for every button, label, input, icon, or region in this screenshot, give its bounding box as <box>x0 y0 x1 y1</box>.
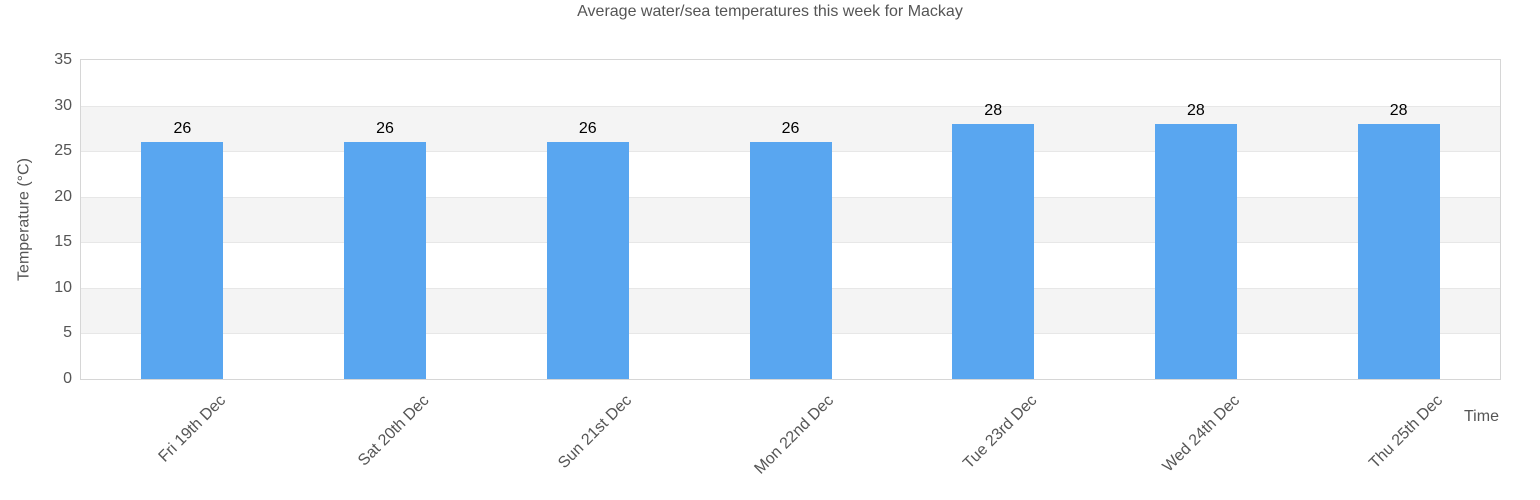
bar-thu-25th-dec <box>1357 123 1440 379</box>
bar-value-label: 26 <box>578 120 597 138</box>
x-tick-label: Thu 25th Dec <box>1365 392 1446 472</box>
chart-title: Average water/sea temperatures this week… <box>577 3 963 20</box>
bar-wed-24th-dec <box>1154 123 1237 379</box>
x-tick-label: Tue 23rd Dec <box>960 392 1041 473</box>
x-tick-label: Sun 21st Dec <box>554 392 635 472</box>
y-tick-label: 10 <box>54 278 72 296</box>
x-tick-label: Sat 20th Dec <box>354 392 433 470</box>
bar-value-label: 28 <box>984 101 1003 119</box>
plot-band <box>81 60 1500 106</box>
x-tick-label: Fri 19th Dec <box>155 392 230 466</box>
bar-value-label: 26 <box>173 120 192 138</box>
bar-value-label: 28 <box>1187 101 1205 119</box>
y-tick-label: 25 <box>54 142 72 160</box>
y-tick-label: 0 <box>63 370 72 387</box>
gridline <box>81 106 1500 107</box>
x-tick-label: Mon 22nd Dec <box>751 392 838 478</box>
bar-mon-22nd-dec <box>749 142 832 379</box>
bar-sat-20th-dec <box>344 142 427 379</box>
plot-area: 26 26 26 26 28 28 28 <box>81 60 1500 379</box>
x-axis-title: Time <box>1464 408 1499 425</box>
bar-value-label: 26 <box>376 120 394 138</box>
bar-sun-21st-dec <box>546 142 629 379</box>
y-tick-label: 30 <box>54 96 72 114</box>
y-tick-label: 35 <box>54 51 72 68</box>
y-tick-label: 5 <box>63 324 72 342</box>
bar-value-label: 28 <box>1389 101 1408 119</box>
bar-value-label: 26 <box>781 120 800 138</box>
bar-fri-19th-dec <box>141 142 224 379</box>
x-tick-label: Wed 24th Dec <box>1159 392 1243 476</box>
y-tick-label: 15 <box>54 233 72 251</box>
y-tick-label: 20 <box>54 187 72 205</box>
bar-tue-23rd-dec <box>952 123 1035 379</box>
